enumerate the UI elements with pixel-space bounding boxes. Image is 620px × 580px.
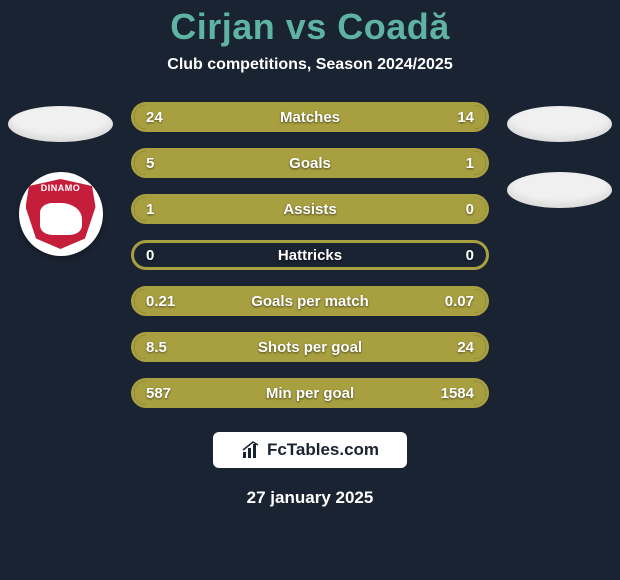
brand-text: FcTables.com <box>267 440 379 460</box>
team-badge-left: DINAMO <box>19 172 103 256</box>
stat-row: 24 14 Matches <box>131 102 489 132</box>
stat-label: Shots per goal <box>258 339 362 356</box>
stat-label: Assists <box>283 201 336 218</box>
stat-row: 587 1584 Min per goal <box>131 378 489 408</box>
stat-value-right: 14 <box>457 109 474 126</box>
stat-label: Matches <box>280 109 340 126</box>
stat-row: 8.5 24 Shots per goal <box>131 332 489 362</box>
stat-value-left: 24 <box>146 109 163 126</box>
ball-icon <box>507 172 612 208</box>
stat-value-left: 8.5 <box>146 339 167 356</box>
stat-value-left: 5 <box>146 155 154 172</box>
page-title: Cirjan vs Coadă <box>170 6 450 48</box>
stat-value-left: 0.21 <box>146 293 175 310</box>
stat-value-right: 0.07 <box>445 293 474 310</box>
stat-value-right: 1 <box>466 155 474 172</box>
stat-value-right: 1584 <box>441 385 474 402</box>
stat-value-left: 0 <box>146 247 154 264</box>
chart-icon <box>241 440 261 460</box>
stat-value-right: 0 <box>466 201 474 218</box>
ball-icon <box>8 106 113 142</box>
stat-row: 5 1 Goals <box>131 148 489 178</box>
stat-value-left: 1 <box>146 201 154 218</box>
bar-left <box>134 151 426 175</box>
stat-value-right: 24 <box>457 339 474 356</box>
brand-footer[interactable]: FcTables.com <box>213 432 407 468</box>
badge-mascot <box>40 203 82 235</box>
player-left-col: DINAMO <box>8 98 113 408</box>
stat-value-right: 0 <box>466 247 474 264</box>
stat-label: Hattricks <box>278 247 342 264</box>
bar-right <box>426 151 486 175</box>
player-right-col <box>507 98 612 408</box>
stat-row: 1 0 Assists <box>131 194 489 224</box>
stat-row: 0.21 0.07 Goals per match <box>131 286 489 316</box>
stat-row: 0 0 Hattricks <box>131 240 489 270</box>
stat-label: Goals <box>289 155 331 172</box>
subtitle: Club competitions, Season 2024/2025 <box>167 56 452 74</box>
stat-label: Goals per match <box>251 293 369 310</box>
stat-label: Min per goal <box>266 385 354 402</box>
badge-text: DINAMO <box>26 183 96 193</box>
date: 27 january 2025 <box>247 488 374 508</box>
stat-bars: 24 14 Matches 5 1 Goals 1 0 Assists 0 0 Hattricks 0.… <box>131 98 489 408</box>
stat-value-left: 587 <box>146 385 171 402</box>
stats-area: DINAMO 24 14 Matches 5 1 Goals 1 0 Assists 0 0 Hatt… <box>0 98 620 408</box>
ball-icon <box>507 106 612 142</box>
